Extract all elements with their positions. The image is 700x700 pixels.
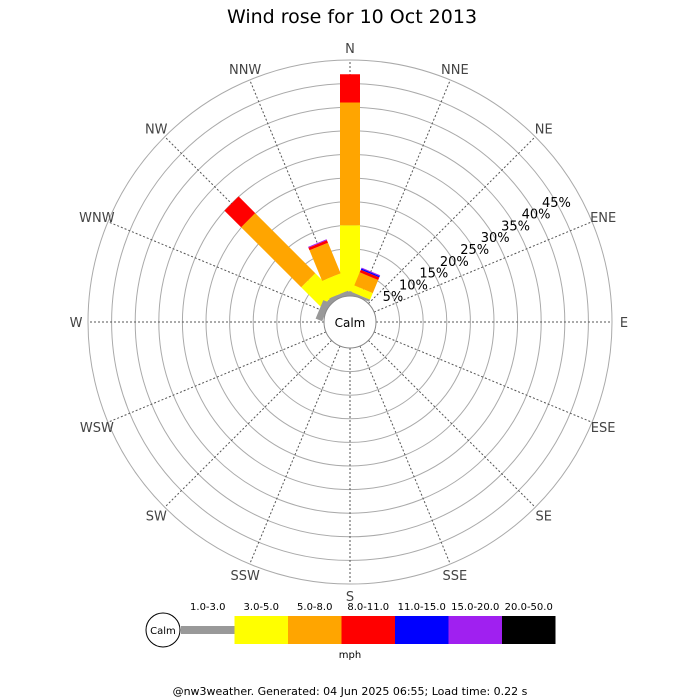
speed-legend: Calm 1.0-3.0 3.0-5.0 5.0-8.0 8.0-11.0 11.0-15… [145,602,556,661]
legend-swatch-4 [395,616,449,644]
bar-nnw-bin-1 [322,273,348,299]
calm-label: Calm [335,316,366,330]
legend-swatch-2 [288,616,342,644]
spoke-ne [368,136,536,304]
spoke-sse [359,345,451,565]
bar-n-bin-2 [340,102,360,226]
percent-tick-label: 45% [542,196,571,211]
legend-swatch-3 [341,616,395,644]
legend-bin-label: 1.0-3.0 [190,602,225,613]
spoke-sw [164,340,332,508]
direction-label-e: E [620,316,628,331]
direction-label-sse: SSE [442,569,467,584]
bar-wnw-bin-0 [315,300,330,322]
percent-tick-label: 35% [501,219,530,234]
bar-nne-bin-5 [361,267,381,277]
chart-title: Wind rose for 10 Oct 2013 [227,6,477,28]
bar-nw-bin-2 [241,213,316,288]
spoke-nnw [249,79,341,299]
spoke-ssw [249,345,341,565]
bar-nw-bin-3 [224,196,256,228]
legend-bin-label: 8.0-11.0 [347,602,389,613]
legend-swatch-5 [448,616,502,644]
legend-bin-label: 20.0-50.0 [505,602,553,613]
grid-ring [87,59,613,585]
calm-circle [323,295,377,349]
legend-calm-label: Calm [150,626,176,637]
percent-tick-label: 30% [481,231,510,246]
direction-label-nnw: NNW [229,63,261,78]
bar-nne-bin-1 [351,285,373,300]
spoke-ese [373,331,593,423]
footer-text: @nw3weather. Generated: 04 Jun 2025 06:5… [173,685,528,698]
direction-label-nne: NNE [441,63,469,78]
spoke-wsw [107,331,327,423]
bar-n-bin-1 [340,225,360,292]
legend-bin-label: 3.0-5.0 [244,602,279,613]
percent-tick-label: 15% [419,267,448,282]
direction-label-ese: ESE [591,421,616,436]
direction-label-wsw: WSW [80,421,114,436]
spoke-wnw [107,221,327,313]
legend-swatch-1 [234,616,288,644]
bar-n-bin-3 [340,74,360,103]
legend-swatch-0 [181,626,235,634]
bar-nnw-bin-3 [308,240,328,251]
percent-tick-label: 5% [383,290,404,305]
direction-label-nw: NW [145,122,168,137]
legend-calm-circle [145,612,181,648]
direction-label-n: N [345,42,355,57]
direction-label-sw: SW [146,510,167,525]
direction-label-ssw: SSW [230,569,260,584]
legend-swatch-6 [502,616,556,644]
bar-nne-bin-0 [350,292,371,302]
bar-nnw-bin-2 [309,242,341,281]
direction-label-se: SE [536,510,552,525]
legend-bin-label: 11.0-15.0 [398,602,446,613]
percent-tick-label: 20% [440,255,469,270]
percent-tick-label: 25% [460,243,489,258]
wind-bars [224,74,381,322]
legend-bin-label: 15.0-20.0 [451,602,499,613]
direction-label-s: S [346,590,354,605]
calm-center: Calm [323,295,377,349]
percent-tick-label: 40% [522,208,551,223]
bar-nne-bin-2 [354,272,379,294]
bar-nnw-bin-0 [329,290,350,302]
direction-label-w: W [70,316,83,331]
percent-tick-label: 10% [399,278,428,293]
legend-unit-label: mph [339,650,361,661]
spoke-se [368,340,536,508]
bar-nw-bin-1 [301,273,336,308]
legend-bin-label: 5.0-8.0 [297,602,332,613]
spoke-ene [373,221,593,313]
direction-label-ne: NE [535,122,553,137]
direction-label-wnw: WNW [79,211,115,226]
direction-label-ene: ENE [590,211,616,226]
bar-nne-bin-3 [359,269,380,280]
bar-nnw-bin-5 [308,239,327,248]
spoke-nne [359,79,451,299]
bar-nne-bin-4 [360,268,380,278]
